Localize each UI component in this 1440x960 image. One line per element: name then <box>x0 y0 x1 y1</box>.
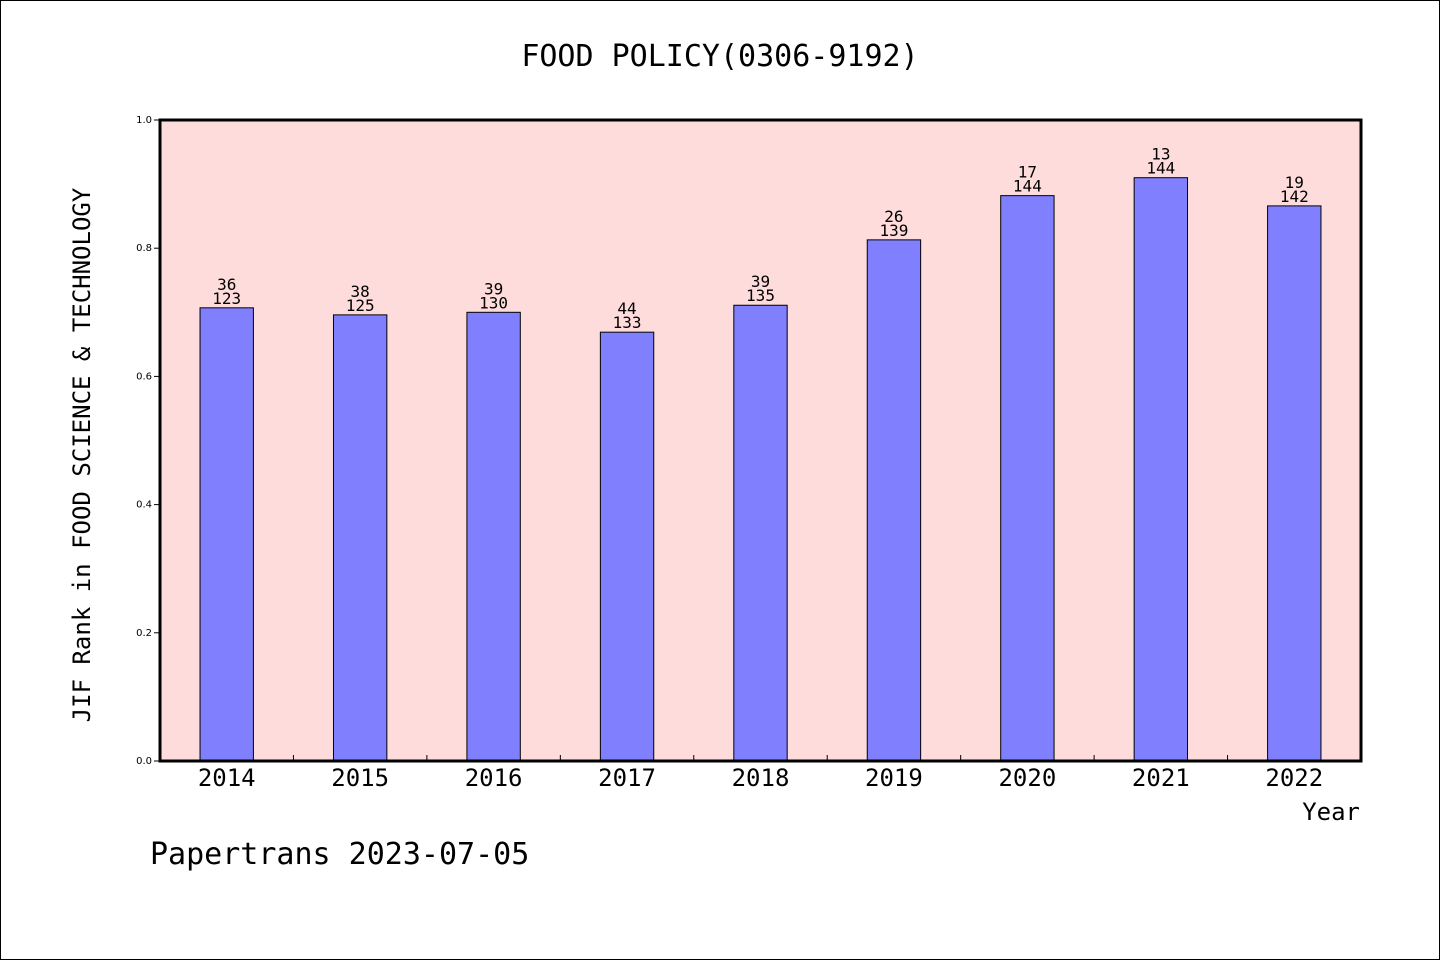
bar-rank-label: 26 <box>884 207 903 226</box>
y-tick-label: 0.0 <box>136 756 152 767</box>
footer-credit: Papertrans 2023-07-05 <box>150 837 529 872</box>
bar-total-label: 130 <box>479 293 508 312</box>
bar-2020 <box>1000 195 1055 762</box>
x-tick-label: 2014 <box>198 764 256 792</box>
y-tick-label: 0.2 <box>136 628 152 639</box>
bar-rank-label: 17 <box>1018 163 1037 182</box>
x-tick-label: 2016 <box>465 764 523 792</box>
bar-total-label: 142 <box>1280 187 1309 206</box>
bar-rank-label: 38 <box>351 282 370 301</box>
bar-total-label: 139 <box>879 221 908 240</box>
bar-total-label: 144 <box>1013 177 1042 196</box>
bar-total-label: 135 <box>746 286 775 305</box>
plot-frame <box>158 118 1363 763</box>
y-tick-label: 0.4 <box>136 500 152 511</box>
bar-2019 <box>866 239 922 762</box>
bar-2015 <box>332 314 388 762</box>
bar-2017 <box>599 331 655 762</box>
bar-total-label: 133 <box>613 313 642 332</box>
x-tick-label: 2020 <box>998 764 1056 792</box>
bar-total-label: 144 <box>1146 159 1175 178</box>
y-tick-label: 0.8 <box>136 243 152 254</box>
chart-title: FOOD POLICY(0306-9192) <box>521 39 918 74</box>
bar-rank-label: 13 <box>1151 145 1170 164</box>
y-tick-label: 1.0 <box>136 115 152 126</box>
bar-rank-label: 19 <box>1285 173 1304 192</box>
bar-2014 <box>199 307 254 762</box>
bar-rank-label: 44 <box>617 299 636 318</box>
labels-group: 3612320143812520153913020164413320173913… <box>198 145 1323 792</box>
bar-total-label: 125 <box>346 296 375 315</box>
bar-total-label: 123 <box>212 289 241 308</box>
bar-2022 <box>1267 205 1322 762</box>
bar-2018 <box>733 304 788 762</box>
y-tick-label: 0.6 <box>136 371 152 382</box>
bar-rank-label: 39 <box>484 279 503 298</box>
bar-2021 <box>1133 177 1189 762</box>
x-tick-label: 2019 <box>865 764 923 792</box>
bar-2016 <box>466 311 521 762</box>
x-axis-label: Year <box>1302 798 1360 826</box>
bar-rank-label: 36 <box>217 275 236 294</box>
bar-rank-label: 39 <box>751 272 770 291</box>
bars-group <box>199 177 1322 762</box>
x-tick-label: 2017 <box>598 764 656 792</box>
x-tick-label: 2022 <box>1265 764 1323 792</box>
x-tick-label: 2021 <box>1132 764 1190 792</box>
y-axis-label: JIF Rank in FOOD SCIENCE & TECHNOLOGY <box>68 187 96 722</box>
x-tick-label: 2015 <box>331 764 389 792</box>
x-tick-label: 2018 <box>732 764 790 792</box>
